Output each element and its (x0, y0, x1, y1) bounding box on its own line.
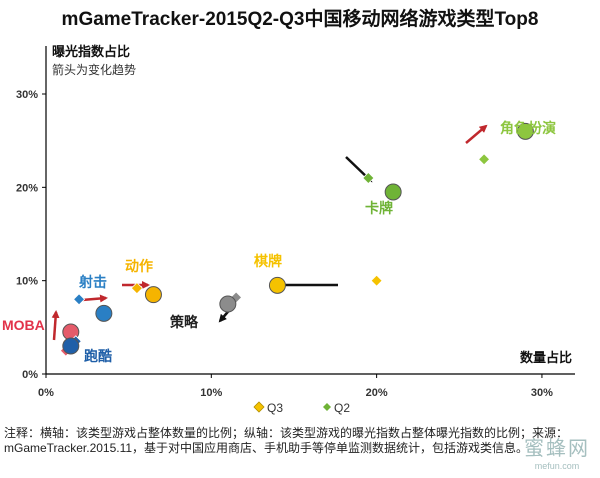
q3-point (144, 286, 162, 304)
watermark-main: 蜜蜂网 (524, 438, 590, 460)
q2-point (130, 282, 143, 295)
arrows-group (51, 124, 488, 353)
y-axis-label: 曝光指数占比 (52, 44, 130, 59)
x-tick-label: 0% (38, 387, 54, 399)
category-label: 卡牌 (365, 200, 393, 216)
q3-point (384, 183, 402, 201)
category-label: 动作 (125, 258, 153, 274)
category-label: MOBA (2, 317, 45, 333)
q3-point (62, 337, 80, 355)
q2-point (370, 274, 383, 287)
category-label: 角色扮演 (500, 120, 556, 136)
x-axis-label: 数量占比 (520, 350, 572, 365)
legend-q3-label: Q3 (267, 401, 283, 415)
category-label: 射击 (78, 274, 107, 290)
q3-point (268, 276, 286, 294)
y-tick-label: 20% (16, 182, 38, 194)
trend-arrow (465, 124, 488, 144)
q2-point (72, 293, 86, 306)
q2-point (362, 171, 375, 185)
x-tick-label: 30% (531, 387, 553, 399)
y-tick-label: 30% (16, 89, 38, 101)
legend-q2-label: Q2 (334, 401, 350, 415)
q2-point (478, 153, 491, 166)
trend-arrow (51, 310, 60, 341)
category-label: 跑酷 (84, 348, 112, 364)
y-axis-sublabel: 箭头为变化趋势 (52, 62, 136, 77)
y-tick-label: 10% (16, 276, 38, 288)
x-tick-label: 20% (366, 387, 388, 399)
category-label: 策略 (169, 314, 199, 330)
y-tick-label: 0% (22, 369, 38, 381)
category-label: 棋牌 (254, 253, 282, 269)
legend-q3-marker (253, 401, 265, 413)
watermark-sub: mefun.com (534, 461, 580, 471)
footnote: 注释：横轴：该类型游戏占整体数量的比例；纵轴：该类型游戏的曝光指数占整体曝光指数… (4, 426, 569, 455)
q3-point (219, 295, 237, 313)
q3-point (516, 122, 534, 140)
legend-q2-marker (323, 403, 331, 411)
q3-point (95, 304, 113, 322)
chart-title: mGameTracker-2015Q2-Q3中国移动网络游戏类型Top8 (61, 9, 539, 30)
marks-group (59, 122, 534, 357)
trend-arrow (81, 294, 108, 303)
watermark: 蜜蜂网 mefun.com (524, 432, 590, 471)
x-tick-label: 10% (200, 387, 222, 399)
